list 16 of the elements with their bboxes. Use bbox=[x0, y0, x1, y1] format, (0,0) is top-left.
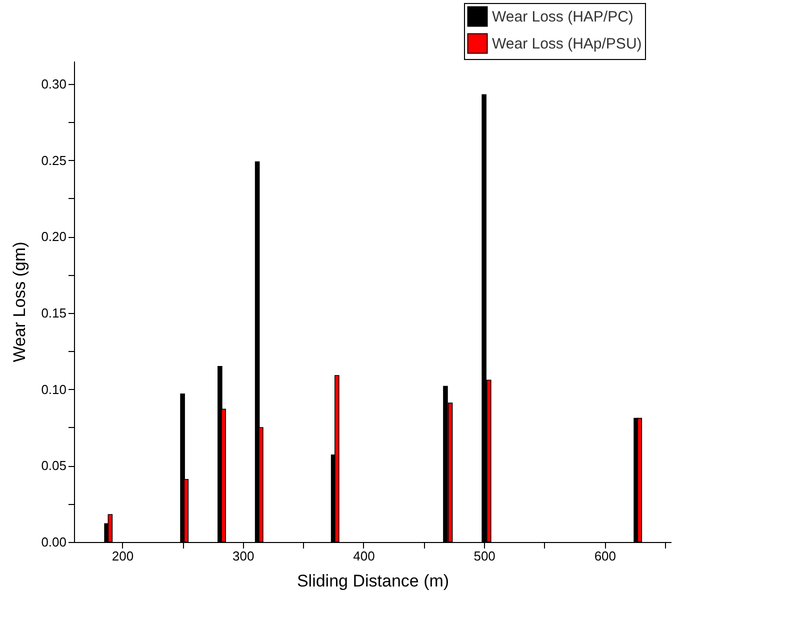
y-tick-label: 0.10 bbox=[41, 382, 66, 397]
y-axis-title: Wear Loss (gm) bbox=[10, 242, 30, 362]
y-tick-label: 0.20 bbox=[41, 229, 66, 244]
y-tick-label: 0.25 bbox=[41, 152, 66, 168]
x-tick-label: 400 bbox=[353, 548, 375, 564]
x-axis-title: Sliding Distance (m) bbox=[296, 572, 450, 590]
y-tick-label: 0.05 bbox=[41, 458, 66, 474]
y-tick-label: 0.15 bbox=[41, 305, 66, 320]
y-tick-label: 0.30 bbox=[41, 76, 66, 92]
y-tick-label: 0.00 bbox=[41, 534, 66, 550]
x-tick-label: 200 bbox=[112, 548, 134, 564]
x-tick-label: 500 bbox=[474, 548, 496, 564]
x-tick-label: 300 bbox=[232, 548, 254, 564]
legend-label: Wear Loss (HAp/PSU) bbox=[492, 36, 642, 52]
legend-label: Wear Loss (HAP/PC) bbox=[492, 8, 634, 26]
x-tick-label: 600 bbox=[594, 548, 616, 564]
